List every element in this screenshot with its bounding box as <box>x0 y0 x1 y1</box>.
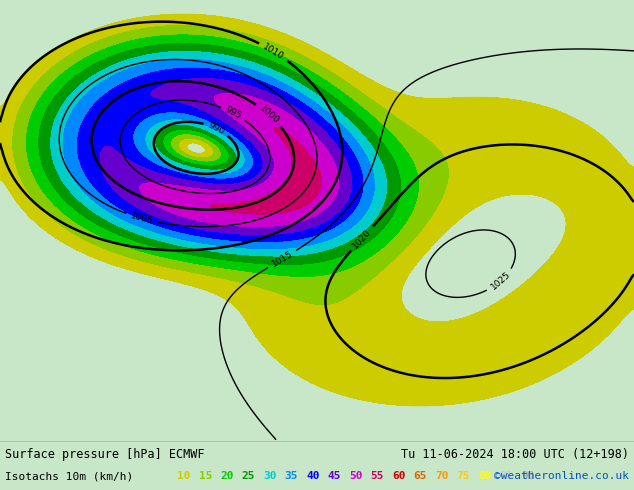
Text: 30: 30 <box>263 471 276 481</box>
Text: 1005: 1005 <box>130 211 154 226</box>
Text: ©weatheronline.co.uk: ©weatheronline.co.uk <box>494 471 629 481</box>
Text: 10: 10 <box>177 471 190 481</box>
Text: 65: 65 <box>413 471 427 481</box>
Text: 1025: 1025 <box>489 270 512 292</box>
Text: 45: 45 <box>328 471 341 481</box>
Text: 40: 40 <box>306 471 320 481</box>
Text: 25: 25 <box>242 471 255 481</box>
Text: 90: 90 <box>521 471 534 481</box>
Text: 75: 75 <box>456 471 470 481</box>
Text: Tu 11-06-2024 18:00 UTC (12+198): Tu 11-06-2024 18:00 UTC (12+198) <box>401 447 629 461</box>
Text: 1020: 1020 <box>351 227 373 250</box>
Text: 995: 995 <box>224 105 243 121</box>
Text: Isotachs 10m (km/h): Isotachs 10m (km/h) <box>5 471 133 481</box>
Text: Surface pressure [hPa] ECMWF: Surface pressure [hPa] ECMWF <box>5 447 205 461</box>
Text: 15: 15 <box>198 471 212 481</box>
Text: 35: 35 <box>285 471 298 481</box>
Text: 1015: 1015 <box>270 249 294 269</box>
Text: 55: 55 <box>370 471 384 481</box>
Text: 85: 85 <box>500 471 513 481</box>
Text: 990: 990 <box>207 121 226 136</box>
Text: 20: 20 <box>220 471 233 481</box>
Text: 1010: 1010 <box>261 42 286 61</box>
Text: 70: 70 <box>435 471 448 481</box>
Text: 1000: 1000 <box>257 104 281 126</box>
Text: 50: 50 <box>349 471 363 481</box>
Text: 60: 60 <box>392 471 406 481</box>
Text: 80: 80 <box>478 471 491 481</box>
